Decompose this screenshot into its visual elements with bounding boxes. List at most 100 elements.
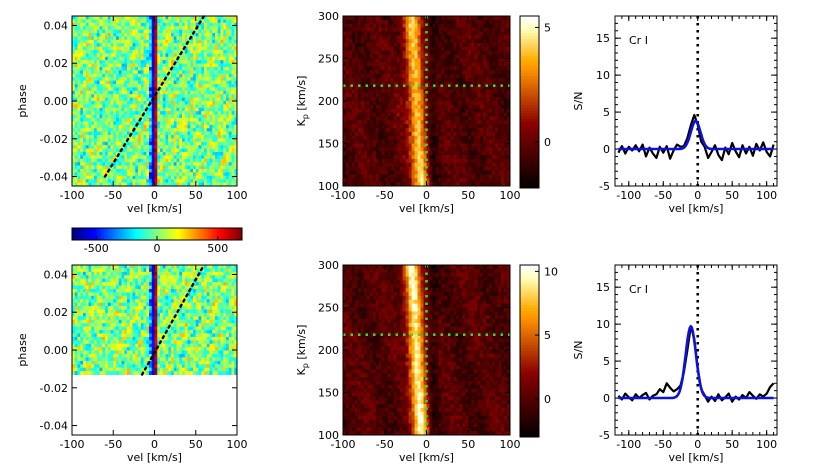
kp-map-top-cell (483, 43, 486, 47)
kp-map-top-cell (379, 39, 382, 43)
phase-map-top-cell (193, 70, 196, 74)
phase-map-top-cell (232, 159, 235, 163)
phase-map-top-cell (204, 84, 207, 88)
phase-map-top-cell (108, 64, 111, 68)
phase-map-top-cell (133, 162, 136, 166)
phase-map-top-cell (91, 159, 94, 163)
phase-map-top-cell (102, 50, 105, 54)
kp-map-top-cell (346, 144, 349, 148)
phase-map-top-cell (133, 179, 136, 183)
phase-map-top-cell (193, 118, 196, 122)
phase-map-top-cell (177, 159, 180, 163)
phase-map-top-cell (196, 111, 199, 115)
phase-map-top-cell (190, 84, 193, 88)
phase-map-top-cell (223, 30, 226, 34)
phase-map-top-cell (144, 43, 147, 47)
kp-map-top-cell (471, 144, 474, 148)
kp-map-top-cell (504, 51, 507, 55)
phase-map-top-cell (105, 77, 108, 81)
phase-map-top-cell (124, 30, 127, 34)
phase-map-top-cell (144, 159, 147, 163)
phase-map-top-ytick-label: -0.02 (40, 133, 68, 146)
phase-map-top-cell (152, 23, 155, 27)
phase-map-top-cell (185, 36, 188, 40)
kp-map-top-cell (397, 24, 400, 28)
kp-map-top-cell (471, 120, 474, 124)
phase-map-top-cell (83, 26, 86, 30)
phase-map-top-cell (80, 111, 83, 115)
kp-map-top-cell (450, 105, 453, 109)
phase-map-top-cell (201, 121, 204, 125)
kp-map-top-cell (444, 35, 447, 39)
kp-map-top-cell (492, 20, 495, 24)
phase-map-top-cell (149, 115, 152, 119)
kp-map-top-cell (471, 62, 474, 66)
kp-map-top-cell (427, 101, 430, 105)
phase-map-top-xtick-label: -50 (104, 189, 122, 202)
kp-map-top-cell (361, 93, 364, 97)
kp-map-top-cell (462, 105, 465, 109)
phase-map-top-cell (138, 149, 141, 153)
phase-map-top-cell (196, 172, 199, 176)
phase-map-top-cell (89, 138, 92, 142)
phase-map-top-cell (144, 36, 147, 40)
phase-map-top-cell (102, 33, 105, 37)
kp-map-top-cell (489, 86, 492, 90)
kp-map-top-cell (352, 105, 355, 109)
kp-map-top-cell (453, 101, 456, 105)
phase-map-top-cell (190, 57, 193, 61)
kp-map-top-cell (385, 97, 388, 101)
phase-map-top-cell (185, 108, 188, 112)
phase-map-top-cell (133, 74, 136, 78)
phase-map-top-cell (188, 16, 191, 20)
kp-map-top-cell (453, 66, 456, 70)
kp-map-top-cell (465, 35, 468, 39)
phase-map-top-cell (163, 152, 166, 156)
phase-map-top-cell (171, 166, 174, 170)
phase-map-top-cell (188, 176, 191, 180)
kp-map-top-cell (343, 147, 346, 151)
phase-map-top-cell (91, 57, 94, 61)
phase-map-top-cell (174, 159, 177, 163)
kp-map-top-cell (349, 140, 352, 144)
phase-map-top-cell (111, 115, 114, 119)
kp-map-top-cell (495, 113, 498, 117)
kp-map-top-cell (495, 39, 498, 43)
kp-map-top-cell (406, 16, 409, 20)
kp-map-top-cell (459, 55, 462, 59)
kp-map-top-cell (421, 66, 424, 70)
phase-map-top-cell (94, 84, 97, 88)
kp-map-top-cell (415, 140, 418, 144)
phase-map-top-cell (149, 152, 152, 156)
phase-map-top-cell (196, 128, 199, 132)
kp-map-top-cell (486, 120, 489, 124)
phase-map-top-cell (127, 81, 130, 85)
phase-map-top-cell (149, 121, 152, 125)
phase-map-top-cell (86, 145, 89, 149)
phase-map-top-cell (89, 159, 92, 163)
kp-map-top-cell (480, 116, 483, 120)
phase-map-top-cell (166, 142, 169, 146)
kp-map-top-cell (361, 24, 364, 28)
kp-map-top-cell (432, 59, 435, 63)
phase-map-top-cell (196, 169, 199, 173)
phase-map-top-cell (113, 118, 116, 122)
phase-map-top-cell (171, 118, 174, 122)
phase-map-top-cell (146, 74, 149, 78)
phase-map-top-cell (144, 50, 147, 54)
phase-map-top-cell (218, 91, 221, 95)
phase-map-top-cell (185, 128, 188, 132)
phase-map-top-cell (105, 159, 108, 163)
phase-map-top-cell (138, 77, 141, 81)
phase-map-top-cell (75, 81, 78, 85)
kp-map-top-cell (388, 78, 391, 82)
kp-map-top-cell (412, 66, 415, 70)
phase-map-top-cell (146, 53, 149, 57)
phase-map-top-cell (215, 152, 218, 156)
phase-map-top-cell (223, 23, 226, 27)
phase-map-top-cell (149, 36, 152, 40)
kp-map-top-cell (367, 132, 370, 136)
phase-map-top-cell (122, 138, 125, 142)
phase-map-top-cell (144, 176, 147, 180)
phase-map-top-cell (196, 64, 199, 68)
